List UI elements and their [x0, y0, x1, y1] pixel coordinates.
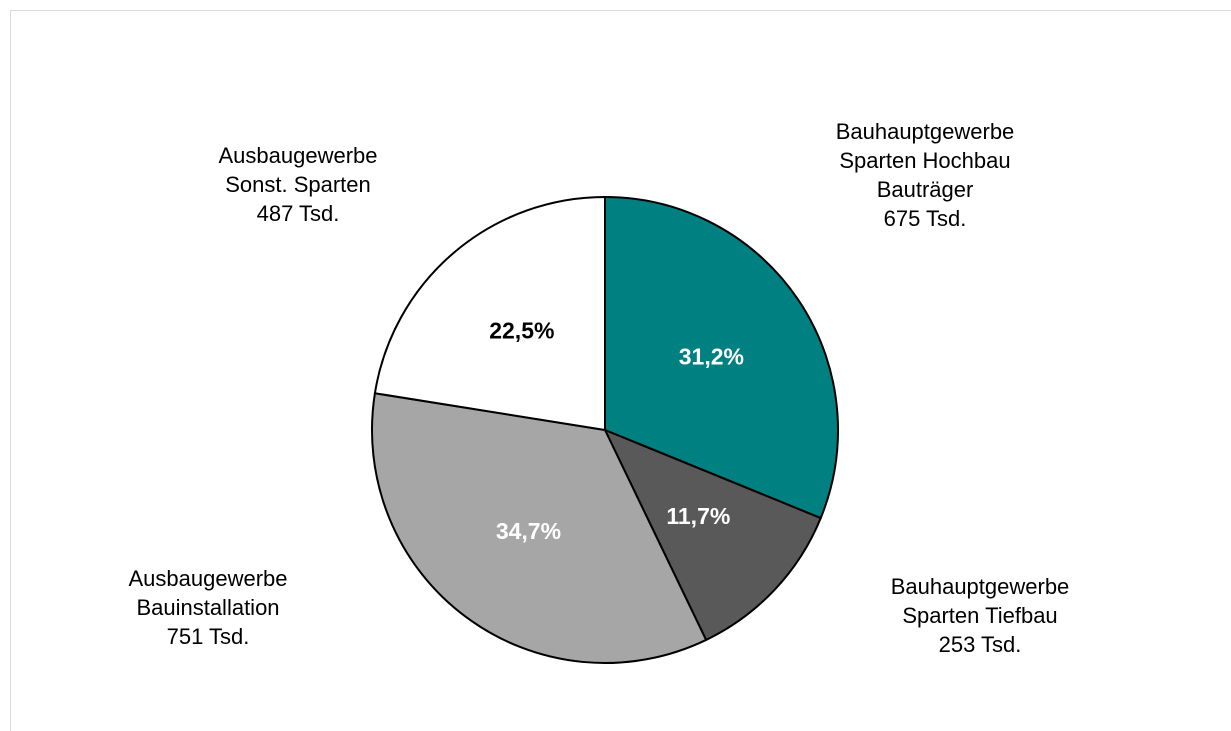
value-label: 22,5% [489, 318, 554, 344]
category-label: Sonst. Sparten [225, 172, 371, 197]
category-label: Bauhauptgewerbe [891, 574, 1070, 599]
amount-label: 675 Tsd. [884, 206, 967, 231]
value-label: 11,7% [666, 503, 730, 529]
frame [10, 10, 1231, 731]
category-label: Bauhauptgewerbe [836, 119, 1015, 144]
pie-slice [602, 428, 823, 642]
value-label: 31,2% [679, 344, 744, 370]
category-label: Bauinstallation [136, 595, 279, 620]
pie-slice [371, 392, 708, 664]
value-label: 34,7% [496, 518, 561, 544]
amount-label: 487 Tsd. [257, 201, 340, 226]
category-label: Ausbaugewerbe [128, 566, 287, 591]
pie-slice [373, 195, 606, 432]
category-label: Bauträger [877, 177, 974, 202]
amount-label: 253 Tsd. [939, 632, 1022, 657]
pie-slice [604, 195, 839, 520]
category-label: Sparten Tiefbau [902, 603, 1057, 628]
category-label: Ausbaugewerbe [218, 143, 377, 168]
category-label: Sparten Hochbau [839, 148, 1010, 173]
amount-label: 751 Tsd. [167, 624, 250, 649]
